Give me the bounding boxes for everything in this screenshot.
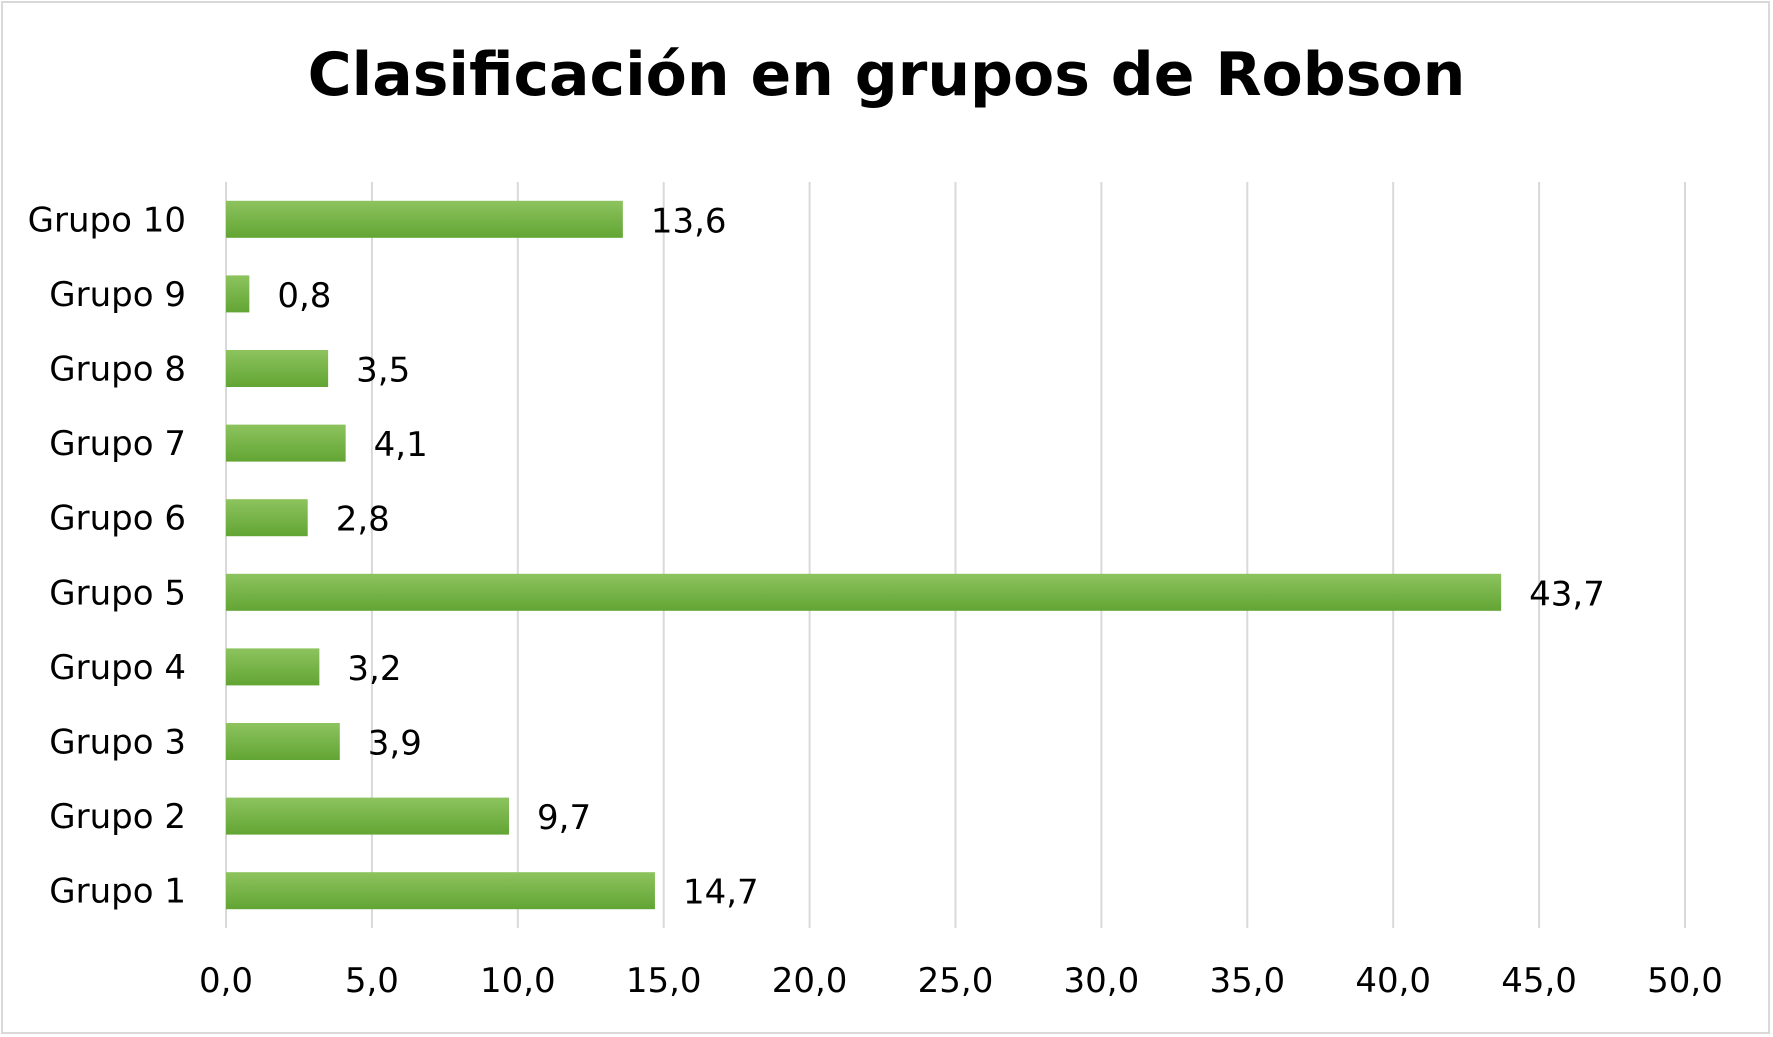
bar-3 <box>226 723 340 760</box>
gridlines <box>225 182 1686 928</box>
x-tick-label-3: 15,0 <box>626 961 702 1001</box>
category-label-1: Grupo 1 <box>49 872 186 912</box>
bar-1 <box>226 872 655 910</box>
category-labels: Grupo 1 Grupo 2 Grupo 3 Grupo 4 Grupo 5 Grupo… <box>28 200 186 911</box>
category-label-6: Grupo 6 <box>49 499 186 539</box>
bar-4 <box>226 648 320 686</box>
category-label-10: Grupo 10 <box>28 200 186 240</box>
x-tick-labels: 0,0 5,0 10,0 15,0 20,0 25,0 30,0 35,0 40,0 45,0 50… <box>199 961 1723 1001</box>
value-label-4: 3,2 <box>347 649 401 689</box>
x-tick-label-6: 30,0 <box>1064 961 1140 1001</box>
x-tick-label-8: 40,0 <box>1355 961 1431 1001</box>
value-label-2: 9,7 <box>537 798 591 838</box>
x-tick-label-2: 10,0 <box>480 961 556 1001</box>
value-label-6: 2,8 <box>336 500 390 540</box>
category-label-2: Grupo 2 <box>49 797 186 837</box>
x-tick-label-10: 50,0 <box>1647 961 1723 1001</box>
bar-9 <box>226 275 250 313</box>
category-label-7: Grupo 7 <box>49 424 186 464</box>
bars <box>226 200 1502 910</box>
category-label-4: Grupo 4 <box>49 648 186 688</box>
value-label-9: 0,8 <box>277 276 331 316</box>
bar-2 <box>226 797 510 835</box>
x-tick-label-7: 35,0 <box>1209 961 1285 1001</box>
x-tick-label-9: 45,0 <box>1501 961 1577 1001</box>
value-label-10: 13,6 <box>651 201 727 241</box>
category-label-5: Grupo 5 <box>49 573 186 613</box>
value-labels: 14,7 9,7 3,9 3,2 43,7 2,8 4,1 3,5 0,8 13,6 <box>277 201 1605 912</box>
bar-6 <box>226 499 308 537</box>
category-label-8: Grupo 8 <box>49 350 186 390</box>
value-label-3: 3,9 <box>368 724 422 764</box>
x-tick-label-5: 25,0 <box>918 961 994 1001</box>
category-label-3: Grupo 3 <box>49 723 186 763</box>
bar-8 <box>226 350 329 387</box>
bar-5 <box>226 573 1502 611</box>
value-label-7: 4,1 <box>374 425 428 465</box>
bar-7 <box>226 424 346 462</box>
category-label-9: Grupo 9 <box>49 275 186 315</box>
chart-title: Clasificación en grupos de Robson <box>307 40 1466 110</box>
value-label-1: 14,7 <box>683 873 759 913</box>
x-tick-label-0: 0,0 <box>199 961 253 1001</box>
x-tick-label-1: 5,0 <box>345 961 399 1001</box>
x-tick-label-4: 20,0 <box>772 961 848 1001</box>
bar-10 <box>226 200 623 238</box>
value-label-8: 3,5 <box>356 351 410 391</box>
value-label-5: 43,7 <box>1529 574 1605 614</box>
